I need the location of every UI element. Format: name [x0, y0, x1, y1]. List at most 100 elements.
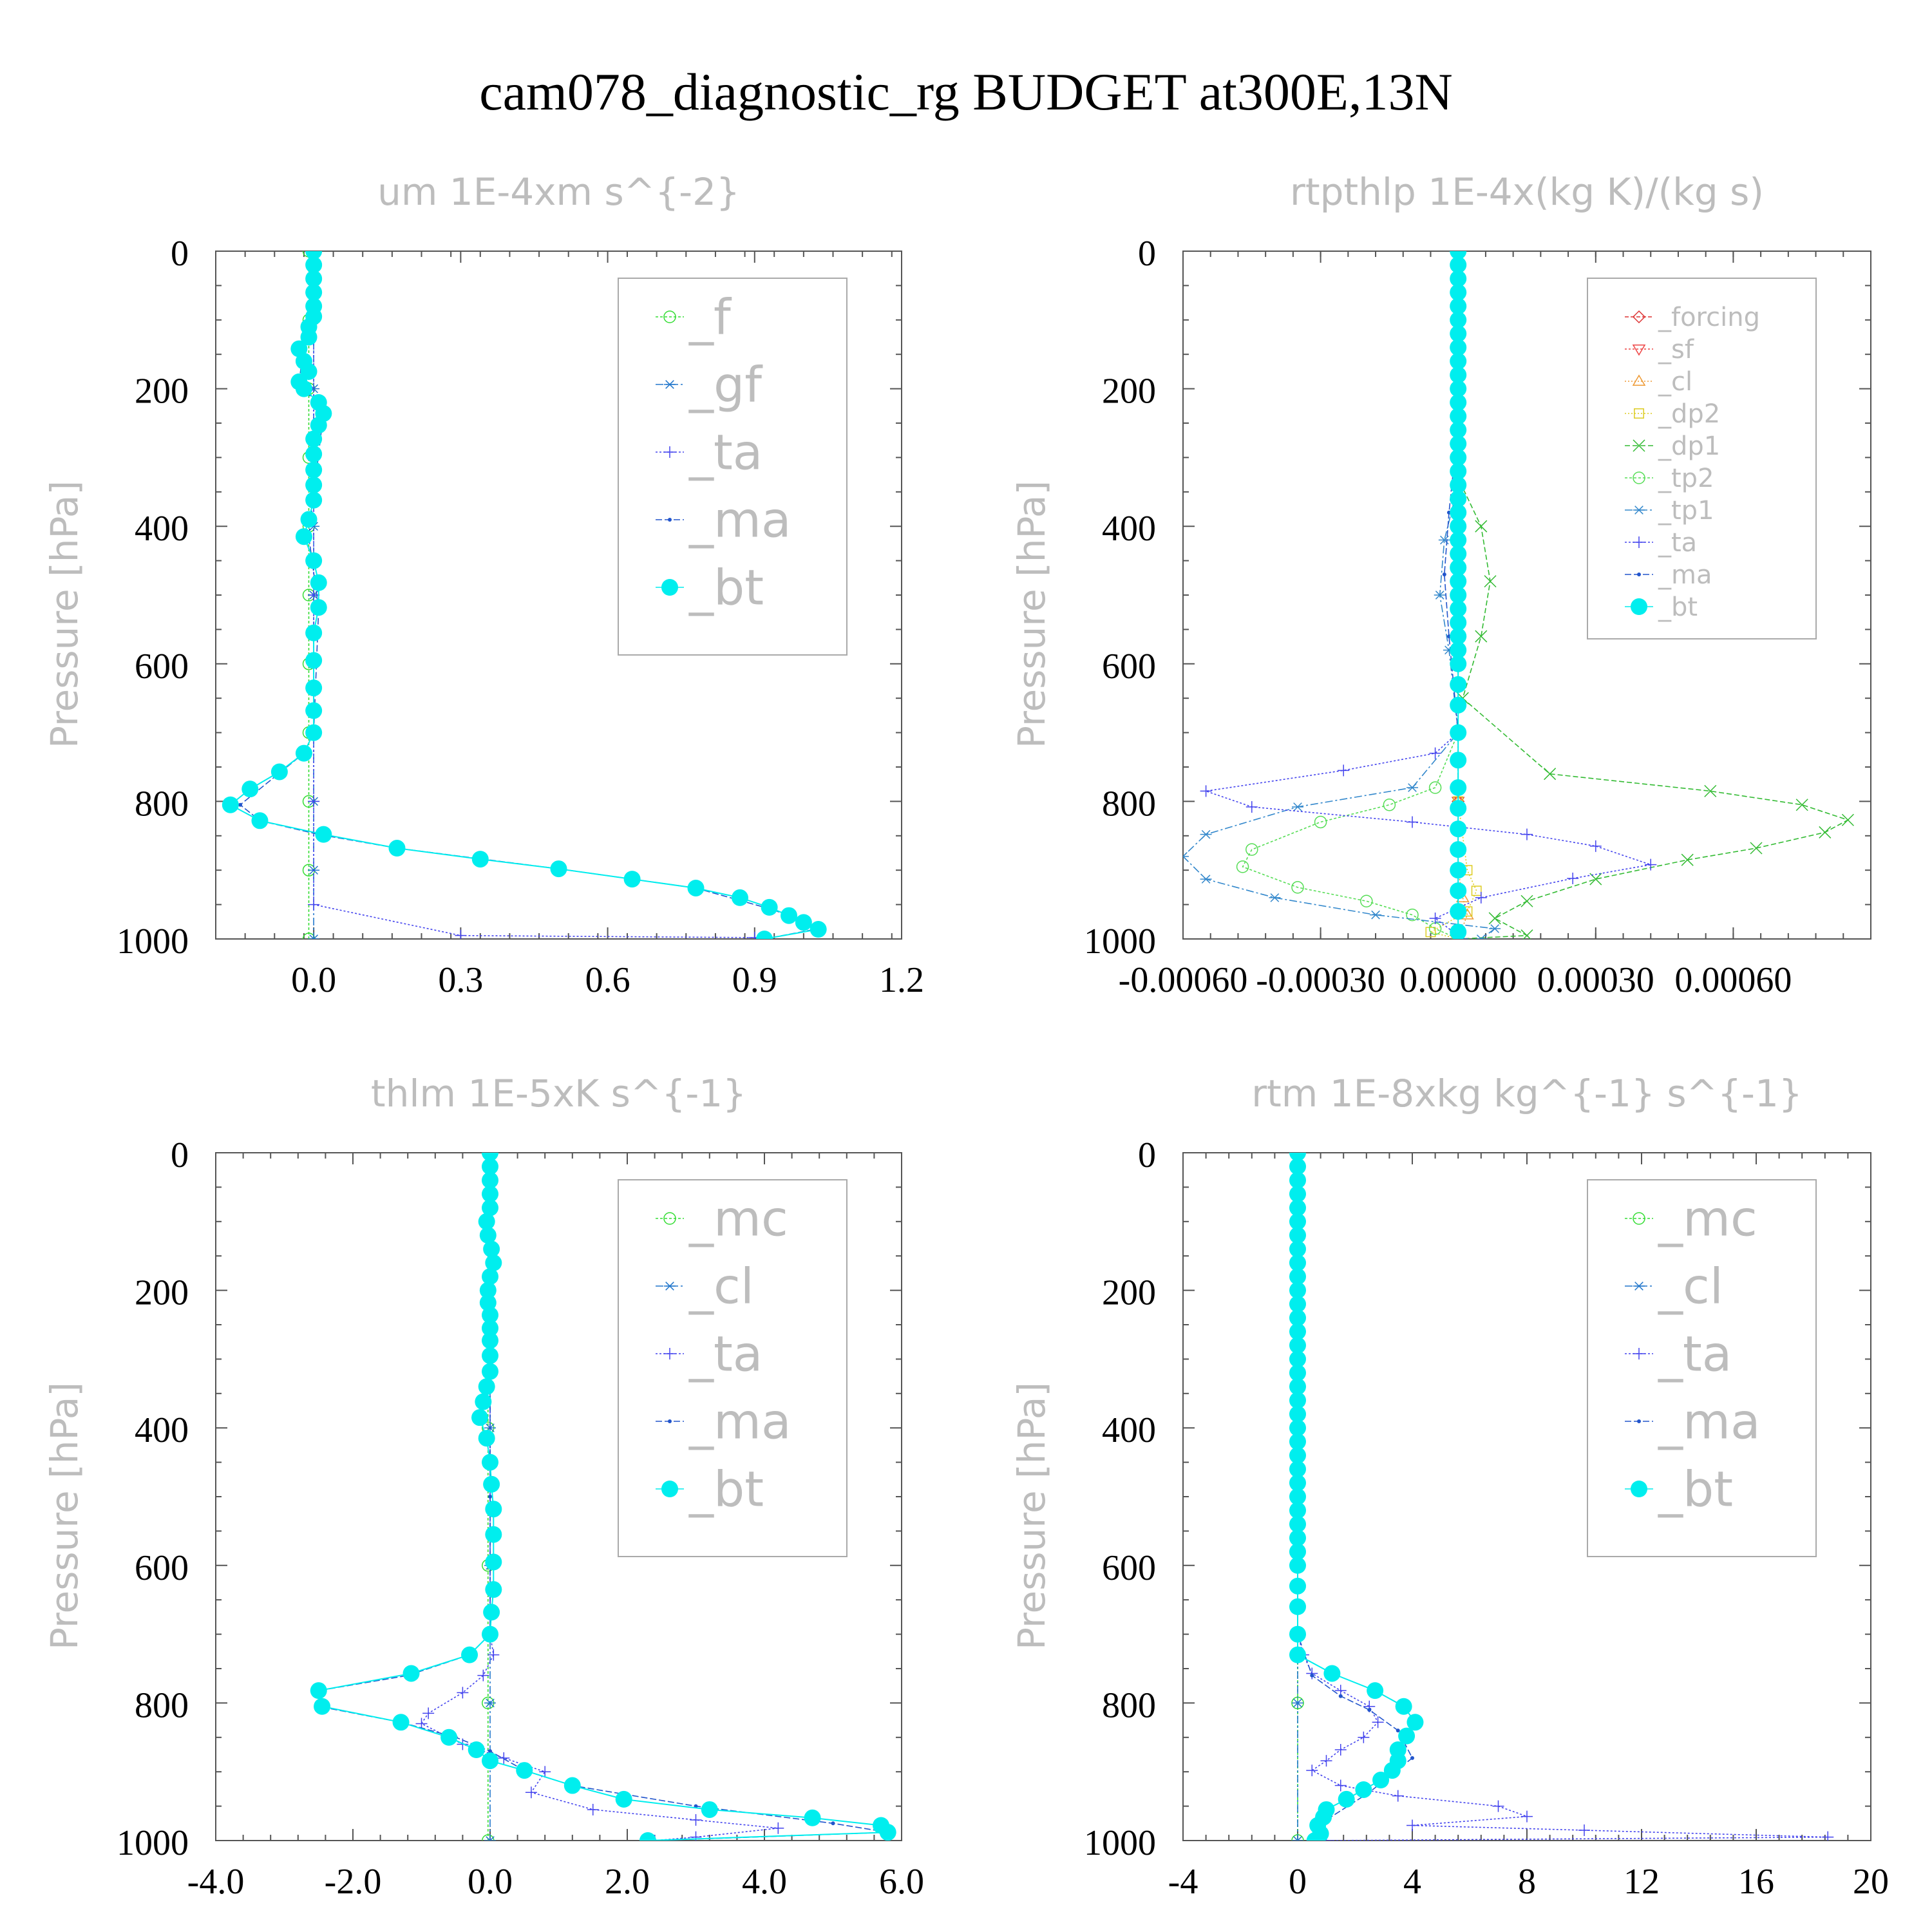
- y-tick-label: 800: [135, 784, 189, 824]
- legend-label: _sf: [1658, 335, 1694, 365]
- legend-marker: [661, 579, 678, 596]
- data-point: [1383, 1762, 1401, 1779]
- data-point: [761, 898, 778, 916]
- data-point: [295, 744, 312, 762]
- data-point: [475, 1393, 492, 1410]
- legend-marker: [668, 518, 672, 522]
- data-point: [1450, 339, 1467, 356]
- legend-label: _ma: [688, 1393, 791, 1450]
- data-point: [295, 380, 312, 397]
- data-point: [305, 724, 323, 741]
- data-point: [701, 1801, 718, 1818]
- data-point: [1450, 421, 1467, 439]
- data-point: [485, 1501, 502, 1518]
- legend-marker: [664, 446, 676, 458]
- data-point: [305, 270, 323, 287]
- data-point: [781, 907, 798, 924]
- legend-label: _tp1: [1658, 496, 1714, 526]
- data-point: [731, 889, 748, 906]
- legend-box: [618, 1179, 848, 1557]
- series-group: [310, 1153, 896, 1841]
- legend-marker: [663, 310, 676, 323]
- data-point: [1841, 813, 1854, 826]
- data-point: [1471, 886, 1482, 896]
- data-point: [1289, 1323, 1306, 1340]
- y-tick-label: 400: [1102, 509, 1156, 549]
- data-point: [1450, 841, 1467, 858]
- data-point: [1450, 435, 1467, 453]
- data-point: [478, 1430, 495, 1447]
- data-point: [1429, 912, 1441, 924]
- data-point: [1434, 591, 1446, 600]
- data-point: [1450, 462, 1467, 480]
- data-point: [305, 491, 323, 509]
- data-point: [1320, 1755, 1332, 1767]
- data-point: [1334, 1744, 1347, 1756]
- data-point: [305, 256, 323, 274]
- legend-marker: [1633, 536, 1645, 548]
- data-point: [482, 1268, 498, 1285]
- legend-item: _cl: [1625, 1258, 1723, 1315]
- legend-item: _ta: [656, 1325, 762, 1383]
- data-point: [1236, 860, 1249, 873]
- data-point: [1245, 843, 1258, 856]
- data-point: [690, 1814, 702, 1826]
- data-point: [488, 1749, 492, 1754]
- y-tick-label: 200: [135, 1273, 189, 1313]
- y-axis-label: Pressure [hPa]: [1010, 1382, 1054, 1650]
- x-tick-label: -0.00030: [1256, 960, 1385, 1000]
- data-point: [484, 1698, 496, 1708]
- data-point: [539, 1766, 551, 1778]
- data-point: [1289, 1199, 1306, 1217]
- data-point: [1475, 520, 1488, 533]
- legend-marker: [664, 380, 676, 389]
- x-tick-label: 0.0: [291, 960, 336, 1000]
- data-point: [1310, 1673, 1314, 1678]
- data-point: [1406, 1714, 1424, 1731]
- data-point: [525, 1786, 537, 1799]
- data-point: [1450, 380, 1467, 397]
- x-tick-label: 16: [1738, 1862, 1774, 1902]
- data-point: [516, 1762, 533, 1779]
- data-point: [1681, 853, 1694, 866]
- data-point: [482, 1307, 498, 1324]
- x-tick-label: -4: [1168, 1862, 1198, 1902]
- legend-item: _forcing: [1625, 303, 1760, 332]
- series-group: [1183, 251, 1854, 939]
- data-point: [1450, 366, 1467, 384]
- legend-marker: [1637, 573, 1641, 576]
- data-point: [1450, 573, 1467, 590]
- data-point: [482, 1199, 498, 1217]
- y-tick-label: 600: [1102, 647, 1156, 687]
- data-point: [810, 921, 827, 938]
- data-point: [1450, 256, 1467, 274]
- data-point: [1450, 587, 1467, 603]
- series-line: [1297, 1153, 1828, 1841]
- legend-marker: [1632, 344, 1646, 356]
- data-point: [305, 251, 323, 260]
- legend-label: _dp2: [1658, 399, 1720, 429]
- data-point: [1410, 1756, 1414, 1760]
- data-point: [305, 652, 323, 669]
- legend-item: _ma: [656, 1393, 791, 1450]
- data-point: [305, 446, 323, 463]
- data-point: [1289, 1577, 1306, 1595]
- data-point: [1450, 862, 1467, 879]
- data-point: [564, 1777, 581, 1794]
- legend-marker: [1631, 598, 1647, 615]
- legend-label: _gf: [688, 356, 763, 413]
- legend-item: _bt: [1625, 1461, 1733, 1518]
- data-point: [1450, 724, 1467, 741]
- data-point: [1475, 891, 1487, 904]
- data-point: [1289, 1268, 1306, 1285]
- data-point: [1406, 908, 1419, 922]
- data-point: [1289, 1295, 1306, 1312]
- data-point: [305, 430, 323, 448]
- y-tick-label: 600: [135, 647, 189, 687]
- data-point: [485, 1254, 502, 1271]
- x-tick-label: 4.0: [742, 1862, 787, 1902]
- data-point: [1383, 798, 1396, 811]
- data-point: [1289, 1405, 1306, 1423]
- data-point: [305, 552, 323, 569]
- data-point: [615, 1790, 632, 1808]
